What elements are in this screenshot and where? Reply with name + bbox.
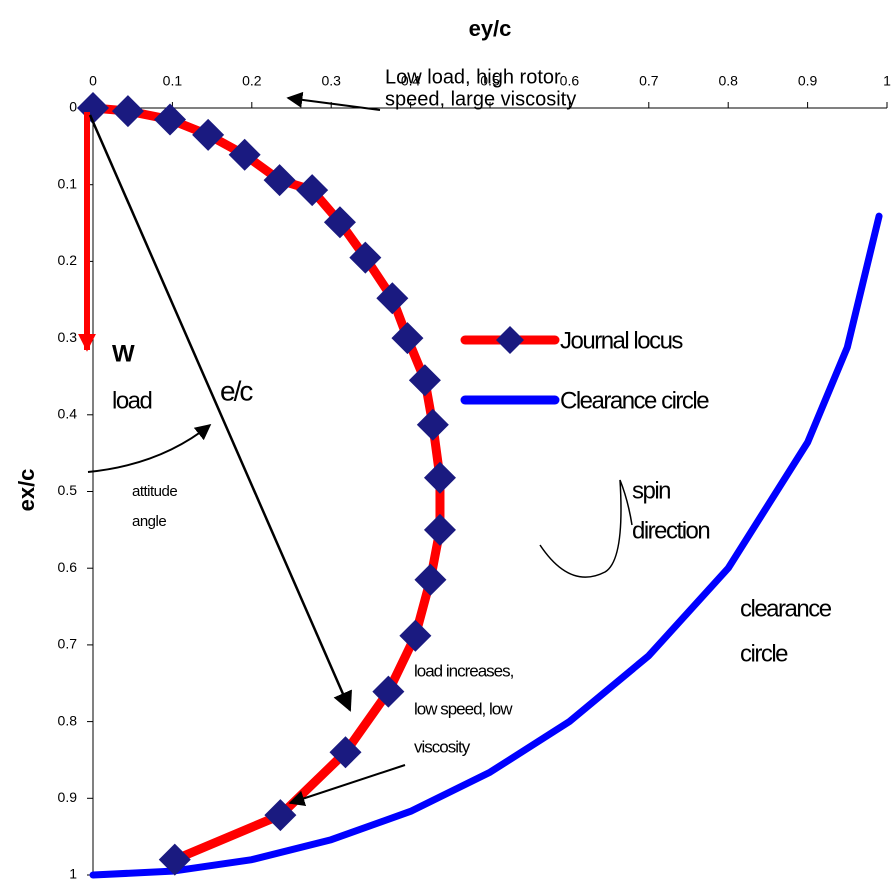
point-marker <box>111 95 144 128</box>
x-tick-label: 0.9 <box>798 73 818 89</box>
point-marker <box>416 408 449 441</box>
point-marker <box>158 843 191 876</box>
y-tick-label: 0.7 <box>58 636 78 652</box>
annotation: low speed, low <box>414 699 513 718</box>
annotation: load increases, <box>414 661 514 680</box>
x-tick-label: 0.2 <box>242 73 262 89</box>
point-marker <box>264 799 297 832</box>
legend: Journal locus Clearance circle <box>460 326 711 414</box>
point-marker <box>391 322 424 355</box>
point-marker <box>408 364 441 397</box>
y-tick-label: 0 <box>69 99 77 115</box>
annotation: e/c <box>220 375 253 406</box>
annotation-arrows <box>78 91 633 807</box>
y-axis-label: ex/c <box>14 469 39 512</box>
x-tick-label: 0.3 <box>321 73 341 89</box>
spin-arrow <box>539 479 633 578</box>
annotation: circle <box>740 640 788 667</box>
series-line <box>89 212 883 879</box>
y-tick-label: 0.9 <box>58 789 78 805</box>
annotation: W <box>112 340 135 367</box>
point-marker <box>192 118 225 151</box>
annotation: spin <box>632 477 670 504</box>
point-marker <box>414 563 447 596</box>
annotation: speed, large viscosity <box>385 88 576 110</box>
y-tick-label: 0.3 <box>58 329 78 345</box>
annotation: direction <box>632 517 709 544</box>
x-tick-label: 0.7 <box>639 73 659 89</box>
attitude-arrow <box>87 424 212 473</box>
y-tick-label: 0.5 <box>58 482 78 498</box>
x-tick-label: 1 <box>883 73 891 89</box>
annotation: viscosity <box>414 737 471 756</box>
x-tick-label: 0.4 <box>401 73 421 89</box>
load-increase-arrow <box>288 764 406 807</box>
eccentricity-arrow <box>88 114 352 712</box>
legend-marker <box>496 326 524 354</box>
x-tick-label: 0 <box>89 73 97 89</box>
point-marker <box>263 164 296 197</box>
annotation: angle <box>132 513 166 530</box>
x-tick-label: 0.6 <box>560 73 580 89</box>
y-tick-label: 0.8 <box>58 712 78 728</box>
point-marker <box>399 619 432 652</box>
y-tick-label: 0.1 <box>58 175 78 191</box>
y-tick-label: 0.4 <box>58 406 78 422</box>
point-marker <box>372 675 405 708</box>
annotation: load <box>112 387 152 414</box>
y-tick-label: 0.2 <box>58 252 78 268</box>
point-marker <box>423 513 456 546</box>
annotation: clearance <box>740 595 832 622</box>
point-marker <box>323 206 356 239</box>
point-marker <box>329 736 362 769</box>
x-axis-label: ey/c <box>469 16 512 41</box>
y-tick-label: 0.6 <box>58 559 78 575</box>
point-marker <box>296 174 329 207</box>
plot-area: 0 0.1 0.2 0.3 0.4 0.5 0.6 0.7 0.8 0.9 1 0 0.1 0.2 0.3 0… <box>58 73 892 882</box>
point-marker <box>154 103 187 136</box>
x-tick-label: 0.5 <box>480 73 500 89</box>
y-tick-label: 1 <box>69 866 77 882</box>
point-marker <box>228 138 261 171</box>
legend-label: Clearance circle <box>560 387 709 414</box>
low-load-arrow <box>286 91 381 111</box>
annotation: attitude <box>132 483 177 500</box>
point-marker <box>349 241 382 274</box>
legend-label: Journal locus <box>560 327 683 354</box>
x-tick-label: 0.1 <box>163 73 183 89</box>
x-tick-label: 0.8 <box>718 73 738 89</box>
point-marker <box>376 282 409 315</box>
annotation: Low load, high rotor <box>385 66 561 88</box>
point-marker <box>423 461 456 494</box>
